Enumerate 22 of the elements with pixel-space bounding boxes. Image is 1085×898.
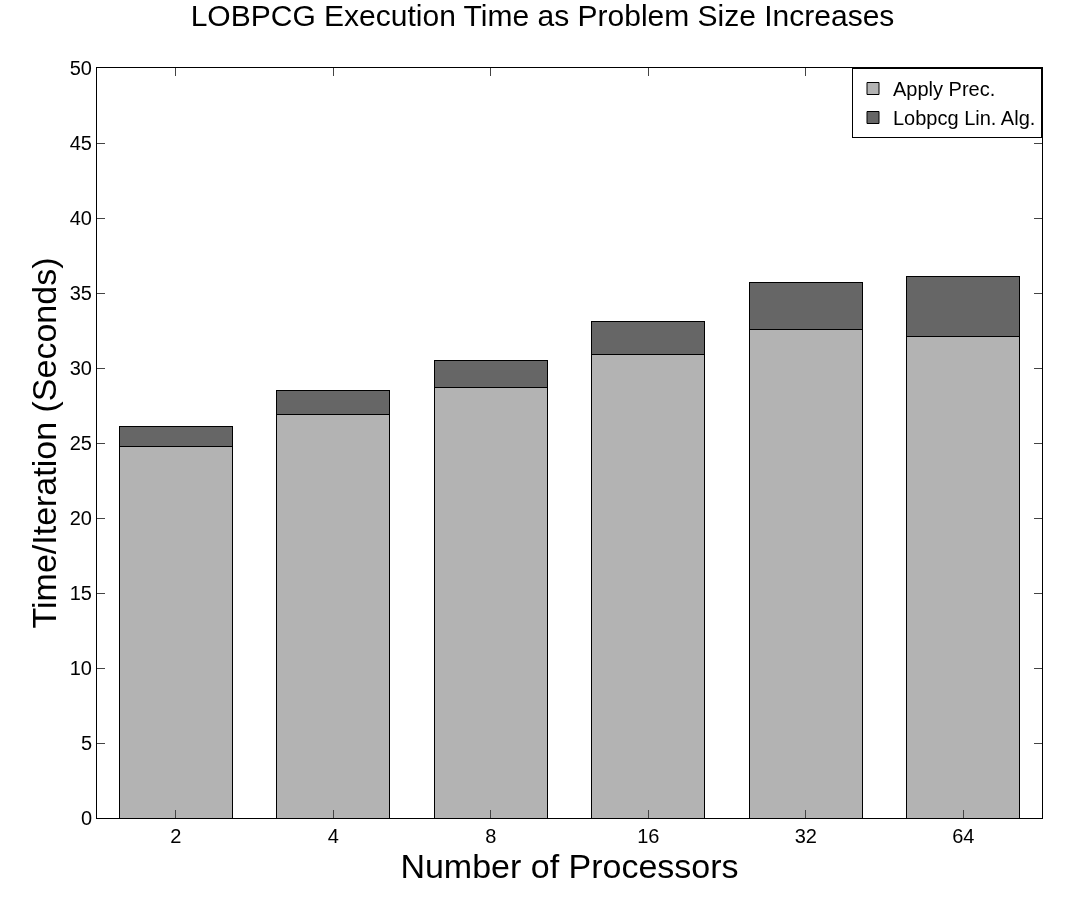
legend-label: Lobpcg Lin. Alg.: [893, 107, 1036, 130]
y-tick-label: 40: [69, 207, 92, 229]
y-tick-label: 45: [69, 132, 92, 154]
x-tick-label: 8: [485, 825, 497, 847]
y-tick-label: 50: [69, 57, 92, 79]
y-tick-label: 25: [69, 432, 92, 454]
x-tick-label: 16: [637, 825, 660, 847]
y-tick-label: 10: [69, 657, 92, 679]
x-tick-label: 64: [952, 825, 975, 847]
legend-label: Apply Prec.: [893, 78, 996, 101]
y-tick-label: 0: [80, 807, 92, 829]
y-tick-label: 35: [69, 282, 92, 304]
x-axis-title: Number of Processors: [400, 847, 739, 885]
chart-title: LOBPCG Execution Time as Problem Size Increases: [190, 0, 895, 32]
y-tick-label: 15: [69, 582, 92, 604]
y-tick-label: 20: [69, 507, 92, 529]
x-tick-label: 4: [327, 825, 339, 847]
y-tick-label: 30: [69, 357, 92, 379]
x-tick-label: 2: [170, 825, 182, 847]
x-tick-label: 32: [794, 825, 817, 847]
y-tick-label: 5: [80, 732, 92, 754]
y-axis-title: Time/Iteration (Seconds): [25, 257, 64, 629]
